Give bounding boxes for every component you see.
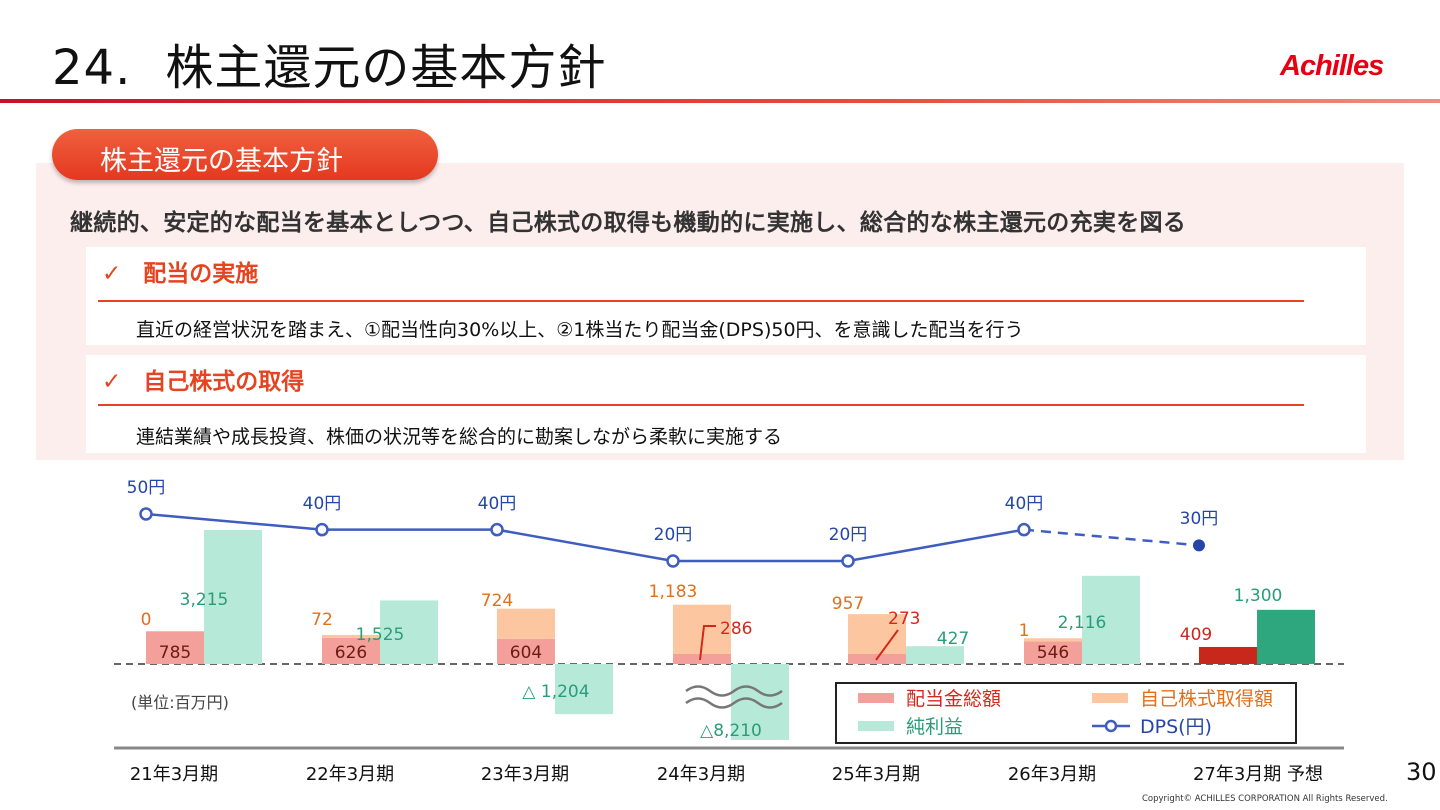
- dps-point: [490, 522, 504, 537]
- label-dividend: 626: [335, 643, 367, 663]
- label-net-income: △ 1,204: [522, 682, 589, 702]
- label-buyback: 72: [311, 610, 333, 630]
- legend-label-dps: DPS(円): [1140, 716, 1212, 738]
- label-dps: 20円: [654, 525, 693, 545]
- category-label: 26年3月期: [1008, 764, 1096, 785]
- unit-label: (単位:百万円): [131, 693, 229, 712]
- bar-net-income: [1257, 609, 1315, 664]
- bar-net-income: [1082, 575, 1140, 664]
- dividend-card: ✓ 配当の実施 直近の経営状況を踏まえ、①配当性向30%以上、②1株当たり配当金(…: [86, 247, 1366, 345]
- annotation-buyback-25: 273: [888, 609, 920, 629]
- label-buyback: 724: [481, 591, 513, 611]
- dps-point-forecast: [1193, 539, 1205, 552]
- legend-swatch-dps-point: [1104, 719, 1118, 733]
- bar-net-income: [555, 664, 613, 715]
- buyback-card: ✓ 自己株式の取得 連結業績や成長投資、株価の状況等を総合的に勘案しながら柔軟に実…: [86, 355, 1366, 453]
- label-dividend: 604: [510, 643, 542, 663]
- label-dps: 40円: [478, 494, 517, 514]
- label-dps: 50円: [127, 478, 166, 498]
- dividend-heading-text: 配当の実施: [143, 261, 259, 287]
- dividend-heading: ✓ 配当の実施: [102, 254, 258, 288]
- policy-statement: 継続的、安定的な配当を基本としつつ、自己株式の取得も機動的に実施し、総合的な株主…: [70, 210, 1187, 236]
- buyback-heading-text: 自己株式の取得: [143, 369, 305, 395]
- label-net-income: 3,215: [180, 590, 229, 610]
- label-net-income: 2,116: [1058, 613, 1107, 633]
- dps-point: [315, 522, 329, 537]
- category-label: 22年3月期: [306, 764, 394, 785]
- category-label: 27年3月期 予想: [1193, 764, 1323, 785]
- slide-number: 24.: [52, 40, 132, 96]
- legend-swatch-net-income: [858, 721, 894, 731]
- dps-point: [1017, 522, 1031, 537]
- bar-dividend: [673, 654, 731, 664]
- label-net-income: 1,300: [1234, 586, 1283, 606]
- label-net-income: 427: [937, 629, 969, 649]
- bar-net-income: [380, 600, 438, 664]
- label-net-income: 1,525: [356, 625, 405, 645]
- bar-dividend: [497, 638, 555, 664]
- slide-title: 24. 株主還元の基本方針: [52, 28, 606, 98]
- bar-buyback: [497, 608, 555, 639]
- callout-line: [699, 625, 716, 661]
- dividend-rule: [98, 300, 1304, 302]
- slide-title-text: 株主還元の基本方針: [165, 40, 607, 96]
- dividend-description: 直近の経営状況を踏まえ、①配当性向30%以上、②1株当たり配当金(DPS)50円…: [136, 319, 1024, 341]
- label-dps: 20円: [829, 525, 868, 545]
- checkmark-icon: ✓: [102, 369, 122, 395]
- axis-break-icon: [685, 697, 783, 709]
- bar-buyback: [673, 604, 731, 654]
- bar-buyback: [848, 614, 906, 654]
- label-dividend: 785: [159, 643, 191, 663]
- legend-label-buyback: 自己株式取得額: [1140, 688, 1273, 710]
- label-dps: 40円: [303, 494, 342, 514]
- category-label: 23年3月期: [481, 764, 569, 785]
- legend-label-net-income: 純利益: [906, 716, 963, 738]
- bar-net-income: [731, 664, 789, 740]
- bar-dividend: [1199, 646, 1257, 664]
- company-logo: Achilles: [1280, 50, 1384, 82]
- bar-dividend: [146, 631, 204, 664]
- category-label: 21年3月期: [130, 764, 218, 785]
- bar-dividend: [848, 654, 906, 664]
- label-dividend: 546: [1037, 643, 1069, 663]
- label-dividend: 409: [1180, 625, 1212, 645]
- dps-line: [145, 512, 1025, 563]
- section-pill: 株主還元の基本方針: [52, 129, 438, 180]
- label-net-income: △8,210: [700, 721, 762, 741]
- label-buyback: 0: [141, 610, 152, 630]
- bar-buyback: [1024, 638, 1082, 642]
- label-dps: 30円: [1180, 509, 1219, 529]
- bar-net-income: [204, 530, 262, 664]
- dps-forecast-line: [1023, 528, 1200, 547]
- annotation-buyback-24: 286: [720, 619, 752, 639]
- buyback-heading: ✓ 自己株式の取得: [102, 362, 304, 396]
- bar-buyback: [322, 634, 380, 638]
- axis-break-icon: [685, 685, 783, 697]
- checkmark-icon: ✓: [102, 261, 122, 287]
- legend-box: [835, 682, 1297, 744]
- page-number: 30: [1406, 758, 1437, 786]
- bar-dividend: [1024, 641, 1082, 664]
- section-pill-label: 株主還元の基本方針: [100, 146, 343, 177]
- dps-point: [841, 554, 855, 568]
- buyback-description: 連結業績や成長投資、株価の状況等を総合的に勘案しながら柔軟に実施する: [136, 426, 783, 448]
- legend-swatch-buyback: [1092, 693, 1128, 703]
- category-label: 25年3月期: [832, 764, 920, 785]
- label-buyback: 957: [832, 594, 864, 614]
- dps-point: [666, 554, 680, 568]
- legend-swatch-dividend: [858, 693, 894, 703]
- label-dps: 40円: [1005, 494, 1044, 514]
- header-divider: [0, 99, 1440, 103]
- callout-line: [875, 629, 899, 661]
- dps-point: [139, 507, 153, 521]
- buyback-rule: [98, 404, 1304, 406]
- category-label: 24年3月期: [657, 764, 745, 785]
- label-buyback: 1: [1019, 621, 1030, 641]
- bar-dividend: [322, 637, 380, 664]
- label-buyback: 1,183: [649, 582, 698, 602]
- bar-net-income: [906, 646, 964, 664]
- copyright-notice: Copyright© ACHILLES CORPORATION All Righ…: [1142, 794, 1388, 804]
- legend-label-dividend: 配当金総額: [906, 688, 1001, 710]
